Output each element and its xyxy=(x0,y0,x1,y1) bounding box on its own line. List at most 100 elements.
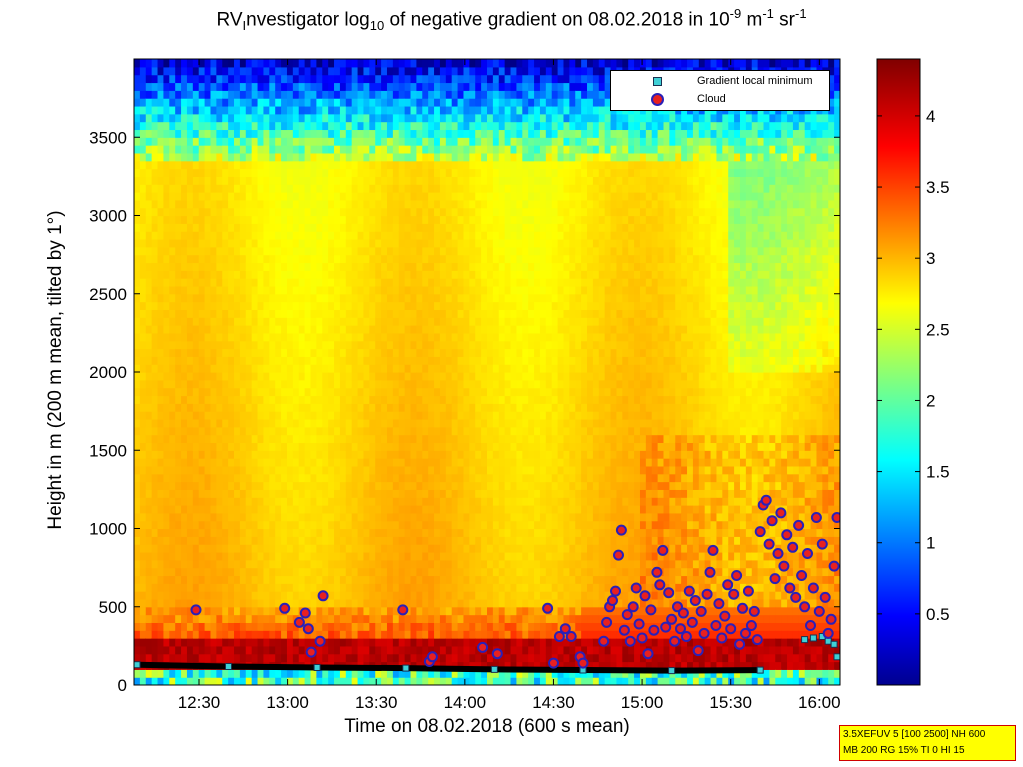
heatmap-cell xyxy=(239,489,247,498)
heatmap-cell xyxy=(334,364,341,373)
heatmap-cell xyxy=(281,348,288,357)
heatmap-cell xyxy=(251,458,259,467)
heatmap-cell xyxy=(222,74,229,84)
heatmap-cell xyxy=(457,348,465,357)
heatmap-cell xyxy=(334,262,341,271)
heatmap-cell xyxy=(210,90,217,99)
heatmap-cell xyxy=(363,677,370,685)
heatmap-cell xyxy=(463,606,470,616)
heatmap-cell xyxy=(292,278,300,287)
heatmap-cell xyxy=(381,285,388,295)
heatmap-cell xyxy=(328,638,335,647)
heatmap-cell xyxy=(169,254,176,264)
heatmap-cell xyxy=(204,129,212,138)
heatmap-cell xyxy=(310,372,317,381)
heatmap-cell xyxy=(275,325,282,334)
heatmap-cell xyxy=(151,317,159,326)
heatmap-cell xyxy=(222,551,229,561)
heatmap-cell xyxy=(204,481,212,490)
heatmap-cell xyxy=(275,121,282,131)
heatmap-cell xyxy=(222,645,229,655)
heatmap-cell xyxy=(304,418,312,428)
heatmap-cell xyxy=(181,160,188,170)
heatmap-cell xyxy=(292,98,300,107)
heatmap-cell xyxy=(492,630,500,639)
heatmap-cell xyxy=(487,74,494,84)
heatmap-cell xyxy=(422,160,429,170)
heatmap-cell xyxy=(392,59,400,68)
heatmap-cell xyxy=(404,238,412,248)
heatmap-cell xyxy=(351,301,359,310)
heatmap-cell xyxy=(404,387,412,397)
heatmap-cell xyxy=(304,145,312,154)
heatmap-cell xyxy=(439,614,447,623)
heatmap-cell xyxy=(186,458,194,467)
heatmap-cell xyxy=(316,465,323,475)
heatmap-cell xyxy=(304,199,312,209)
heatmap-cell xyxy=(404,129,412,138)
heatmap-cell xyxy=(469,332,476,342)
heatmap-cell xyxy=(381,559,388,569)
heatmap-cell xyxy=(216,82,223,91)
heatmap-cell xyxy=(375,544,382,553)
heatmap-cell xyxy=(298,254,306,264)
heatmap-cell xyxy=(292,309,300,318)
heatmap-cell xyxy=(339,465,347,475)
heatmap-cell xyxy=(175,497,182,506)
heatmap-cell xyxy=(322,105,329,115)
heatmap-cell xyxy=(381,278,388,287)
heatmap-cell xyxy=(269,309,276,318)
heatmap-cell xyxy=(422,293,429,303)
heatmap-cell xyxy=(434,168,441,177)
heatmap-cell xyxy=(304,465,312,475)
heatmap-cell xyxy=(381,450,388,459)
heatmap-cell xyxy=(398,332,406,342)
heatmap-cell xyxy=(228,238,235,248)
heatmap-cell xyxy=(375,598,382,608)
heatmap-cell xyxy=(310,622,317,631)
heatmap-cell xyxy=(304,152,312,162)
heatmap-cell xyxy=(281,669,288,678)
heatmap-cell xyxy=(439,168,447,177)
heatmap-cell xyxy=(392,630,400,639)
heatmap-cell xyxy=(186,606,194,616)
heatmap-cell xyxy=(145,121,153,131)
heatmap-cell xyxy=(410,512,417,522)
heatmap-cell xyxy=(151,176,159,185)
heatmap-cell xyxy=(339,559,347,569)
heatmap-cell xyxy=(139,442,147,451)
heatmap-cell xyxy=(286,223,294,232)
heatmap-cell xyxy=(328,332,335,342)
heatmap-cell xyxy=(434,411,441,420)
heatmap-cell xyxy=(275,231,282,240)
heatmap-cell xyxy=(263,669,270,678)
heatmap-cell xyxy=(275,426,282,436)
heatmap-cell xyxy=(445,66,453,76)
heatmap-cell xyxy=(163,246,170,256)
heatmap-cell xyxy=(498,418,506,428)
heatmap-cell xyxy=(375,622,382,631)
heatmap-cell xyxy=(181,418,188,428)
heatmap-cell xyxy=(398,638,406,647)
heatmap-cell xyxy=(134,653,141,663)
heatmap-cell xyxy=(263,606,270,616)
heatmap-cell xyxy=(198,372,206,381)
heatmap-cell xyxy=(457,505,465,514)
heatmap-cell xyxy=(428,567,435,577)
heatmap-cell xyxy=(269,238,276,248)
heatmap-cell xyxy=(269,497,276,506)
heatmap-cell xyxy=(392,207,400,217)
heatmap-cell xyxy=(263,387,270,397)
heatmap-cell xyxy=(434,442,441,451)
heatmap-cell xyxy=(369,450,376,459)
heatmap-cell xyxy=(181,544,188,553)
heatmap-cell xyxy=(286,450,294,459)
heatmap-cell xyxy=(151,489,159,498)
heatmap-cell xyxy=(310,528,317,537)
heatmap-cell xyxy=(375,458,382,467)
heatmap-cell xyxy=(163,364,170,373)
heatmap-cell xyxy=(222,113,229,123)
heatmap-cell xyxy=(228,348,235,357)
heatmap-cell xyxy=(334,497,341,506)
heatmap-cell xyxy=(275,90,282,99)
